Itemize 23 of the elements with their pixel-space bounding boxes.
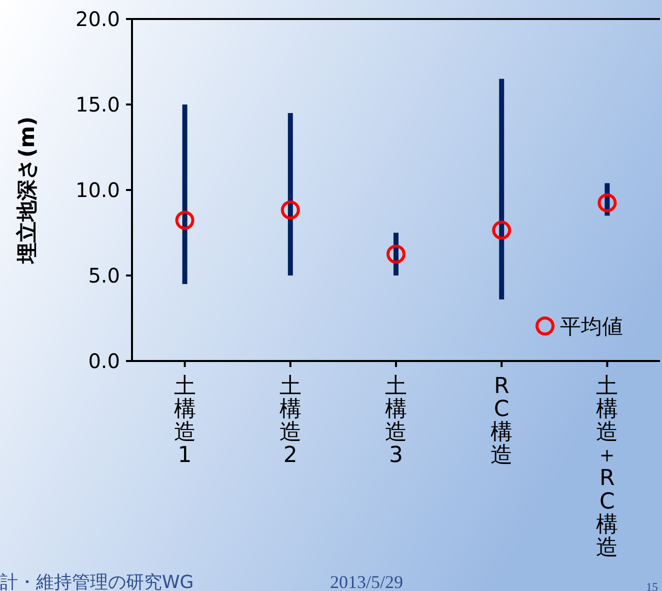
x-tick-label: 土構造1 bbox=[174, 374, 196, 468]
point bbox=[492, 220, 512, 240]
point bbox=[175, 210, 194, 230]
y-tick-label: 20.0 bbox=[75, 7, 120, 31]
y-tick-label: 5.0 bbox=[88, 264, 120, 288]
y-tick-label: 0.0 bbox=[88, 349, 120, 373]
y-tick-label: 15.0 bbox=[75, 92, 120, 116]
bar bbox=[288, 113, 293, 276]
y-axis-title: 埋立地深さ(m) bbox=[15, 116, 39, 265]
x-tick-label: RC構造 bbox=[490, 374, 513, 468]
text: 2013/5/29 bbox=[330, 572, 404, 591]
bar bbox=[182, 104, 188, 284]
legend-label: 平均値 bbox=[560, 314, 623, 338]
text: 15 bbox=[646, 580, 658, 591]
x-tick-label: 土構造＋RC構造 bbox=[596, 374, 618, 560]
x-tick-label: 土構造3 bbox=[385, 374, 407, 468]
bar bbox=[499, 78, 504, 300]
text: 計・維持管理の研究WG bbox=[0, 572, 194, 591]
point bbox=[598, 193, 617, 212]
y-tick-label: 10.0 bbox=[75, 178, 120, 202]
point bbox=[386, 244, 406, 264]
x-tick-label: 土構造2 bbox=[279, 374, 302, 468]
point bbox=[280, 200, 300, 220]
